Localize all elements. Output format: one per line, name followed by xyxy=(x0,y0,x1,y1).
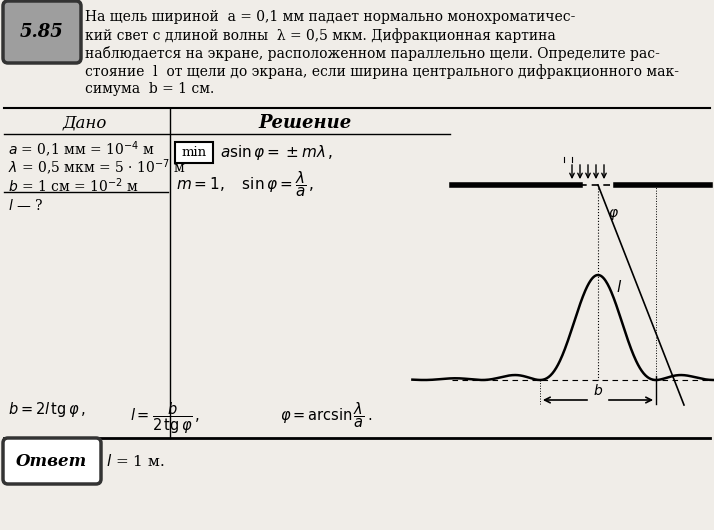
FancyBboxPatch shape xyxy=(3,1,81,63)
Text: Дано: Дано xyxy=(63,114,107,131)
Text: $l$: $l$ xyxy=(616,279,622,296)
FancyBboxPatch shape xyxy=(3,438,101,484)
FancyBboxPatch shape xyxy=(175,142,213,163)
Text: $a$ = 0,1 мм = 10$^{-4}$ м: $a$ = 0,1 мм = 10$^{-4}$ м xyxy=(8,140,155,160)
Text: min: min xyxy=(181,146,206,159)
Text: $b$: $b$ xyxy=(593,383,603,398)
Text: Ответ: Ответ xyxy=(16,453,88,470)
Text: $b = 2l\,\mathrm{tg}\,\varphi\,,$: $b = 2l\,\mathrm{tg}\,\varphi\,,$ xyxy=(8,400,86,419)
Text: $\lambda$ = 0,5 мкм = 5 · 10$^{-7}$ м: $\lambda$ = 0,5 мкм = 5 · 10$^{-7}$ м xyxy=(8,158,186,178)
Text: $m = 1, \quad \sin\varphi = \dfrac{\lambda}{a}\,,$: $m = 1, \quad \sin\varphi = \dfrac{\lamb… xyxy=(176,169,314,199)
Text: кий свет с длиной волны  λ = 0,5 мкм. Дифракционная картина: кий свет с длиной волны λ = 0,5 мкм. Диф… xyxy=(85,28,555,43)
Text: симума  b = 1 см.: симума b = 1 см. xyxy=(85,82,214,96)
Text: $l$ = 1 м.: $l$ = 1 м. xyxy=(106,453,164,469)
Text: $\varphi$: $\varphi$ xyxy=(608,207,619,222)
Text: $l = \dfrac{b}{2\,\mathrm{tg}\,\varphi}\,,$: $l = \dfrac{b}{2\,\mathrm{tg}\,\varphi}\… xyxy=(130,400,200,436)
Text: $\varphi = \arcsin\dfrac{\lambda}{a}\,.$: $\varphi = \arcsin\dfrac{\lambda}{a}\,.$ xyxy=(280,400,372,429)
Text: $a\sin\varphi = \pm m\lambda\,,$: $a\sin\varphi = \pm m\lambda\,,$ xyxy=(220,143,333,162)
Text: $l$ — ?: $l$ — ? xyxy=(8,198,44,213)
Text: На щель шириной  a = 0,1 мм падает нормально монохроматичес-: На щель шириной a = 0,1 мм падает нормал… xyxy=(85,10,575,24)
Text: Решение: Решение xyxy=(258,114,351,132)
Text: $b$ = 1 см = 10$^{-2}$ м: $b$ = 1 см = 10$^{-2}$ м xyxy=(8,176,139,195)
Text: наблюдается на экране, расположенном параллельно щели. Определите рас-: наблюдается на экране, расположенном пар… xyxy=(85,46,660,61)
Text: 5.85: 5.85 xyxy=(20,23,64,41)
Text: стояние  l  от щели до экрана, если ширина центрального дифракционного мак-: стояние l от щели до экрана, если ширина… xyxy=(85,64,679,79)
